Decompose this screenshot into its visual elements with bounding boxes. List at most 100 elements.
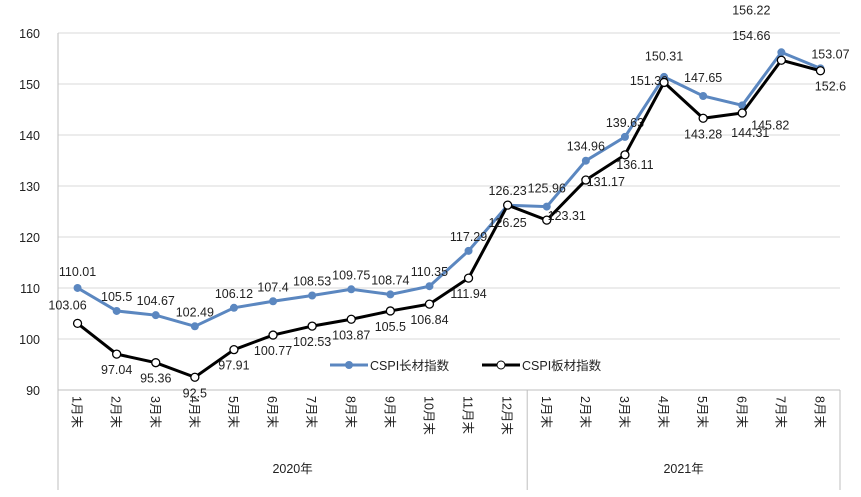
data-label: 102.49 bbox=[176, 305, 214, 319]
data-label: 95.36 bbox=[140, 372, 171, 386]
data-point bbox=[229, 345, 239, 355]
data-label: 126.25 bbox=[489, 216, 527, 230]
x-tick-label: 6月末 bbox=[734, 396, 748, 428]
data-point bbox=[73, 283, 82, 292]
data-label: 139.63 bbox=[606, 116, 644, 130]
y-tick-label: 100 bbox=[19, 333, 40, 347]
y-tick-label: 120 bbox=[19, 231, 40, 245]
y-tick-label: 110 bbox=[20, 282, 40, 296]
x-tick-label: 2月末 bbox=[109, 396, 123, 428]
x-tick-label: 1月末 bbox=[70, 396, 84, 428]
series-line-0 bbox=[76, 50, 822, 328]
data-point bbox=[386, 290, 395, 299]
data-point bbox=[308, 291, 317, 300]
data-point bbox=[698, 113, 708, 123]
data-label: 154.66 bbox=[732, 29, 770, 43]
data-label: 107.4 bbox=[257, 280, 288, 294]
x-tick-label: 11月末 bbox=[461, 396, 475, 434]
x-tick-label: 5月末 bbox=[226, 396, 240, 428]
data-label: 152.6 bbox=[815, 80, 846, 94]
data-point bbox=[268, 330, 278, 340]
data-point bbox=[581, 156, 590, 165]
data-label: 131.17 bbox=[587, 175, 625, 189]
x-tick-label: 9月末 bbox=[382, 396, 396, 428]
x-tick-label: 4月末 bbox=[656, 396, 670, 428]
data-point bbox=[425, 282, 434, 291]
data-label: 147.65 bbox=[684, 71, 722, 85]
data-point bbox=[269, 297, 278, 306]
data-label: 105.5 bbox=[101, 290, 132, 304]
legend-label: CSPI长材指数 bbox=[370, 358, 450, 373]
data-point bbox=[347, 285, 356, 294]
data-point bbox=[307, 321, 317, 331]
data-point bbox=[738, 101, 747, 110]
data-label: 150.31 bbox=[645, 49, 683, 63]
data-label: 106.84 bbox=[410, 313, 448, 327]
x-tick-label: 10月末 bbox=[421, 396, 435, 435]
data-label: 145.82 bbox=[751, 118, 789, 132]
data-label: 106.12 bbox=[215, 287, 253, 301]
group-label: 2021年 bbox=[663, 462, 703, 476]
legend-marker bbox=[496, 360, 506, 370]
data-label: 110.35 bbox=[411, 265, 448, 279]
data-point bbox=[620, 150, 630, 160]
legend-marker bbox=[345, 361, 353, 369]
data-point bbox=[620, 132, 629, 141]
data-label: 123.31 bbox=[548, 209, 586, 223]
legend-label: CSPI板材指数 bbox=[522, 358, 602, 373]
data-label: 117.29 bbox=[450, 230, 487, 244]
x-tick-label: 8月末 bbox=[812, 396, 826, 428]
data-label: 110.01 bbox=[59, 265, 96, 279]
y-tick-label: 160 bbox=[19, 27, 40, 41]
data-point bbox=[424, 299, 435, 309]
data-label: 126.23 bbox=[489, 184, 527, 198]
data-label: 104.67 bbox=[137, 294, 175, 308]
data-label: 125.96 bbox=[528, 182, 566, 196]
series-line-1 bbox=[76, 58, 821, 379]
data-point bbox=[737, 108, 747, 118]
data-point bbox=[151, 311, 160, 320]
data-point bbox=[112, 306, 121, 315]
y-tick-label: 130 bbox=[19, 180, 40, 194]
data-label: 109.75 bbox=[332, 268, 370, 282]
y-tick-label: 150 bbox=[19, 78, 40, 92]
data-point bbox=[229, 303, 238, 312]
data-point bbox=[463, 273, 474, 283]
data-label: 153.07 bbox=[811, 47, 849, 61]
x-tick-label: 6月末 bbox=[265, 396, 279, 428]
data-point bbox=[542, 202, 551, 211]
data-point bbox=[464, 246, 473, 255]
data-point bbox=[777, 48, 786, 57]
x-tick-label: 4月末 bbox=[187, 396, 201, 428]
x-tick-label: 3月末 bbox=[617, 396, 631, 428]
x-tick-label: 8月末 bbox=[343, 396, 357, 428]
data-label: 100.77 bbox=[254, 344, 292, 358]
data-point bbox=[151, 358, 161, 368]
y-tick-label: 140 bbox=[19, 129, 40, 143]
x-tick-label: 7月末 bbox=[773, 396, 787, 428]
data-point bbox=[659, 77, 669, 88]
x-tick-label: 3月末 bbox=[148, 396, 162, 428]
data-point bbox=[776, 55, 786, 65]
data-point bbox=[190, 372, 200, 382]
data-label: 111.94 bbox=[450, 287, 486, 301]
data-point bbox=[72, 318, 83, 329]
y-tick-label: 90 bbox=[26, 384, 40, 398]
x-tick-label: 7月末 bbox=[304, 396, 318, 428]
data-label: 134.96 bbox=[567, 140, 605, 154]
x-tick-label: 2月末 bbox=[578, 396, 592, 428]
data-label: 136.11 bbox=[616, 158, 653, 172]
data-point bbox=[699, 91, 708, 100]
data-point bbox=[502, 200, 513, 210]
data-point bbox=[346, 314, 356, 324]
data-label: 144.31 bbox=[731, 126, 769, 140]
data-label: 151.39 bbox=[630, 74, 668, 88]
data-point bbox=[190, 322, 199, 331]
data-point bbox=[815, 66, 826, 76]
data-label: 108.53 bbox=[293, 274, 331, 288]
data-label: 143.28 bbox=[684, 127, 722, 141]
data-label: 92.5 bbox=[183, 386, 207, 400]
data-label: 108.74 bbox=[371, 273, 409, 287]
